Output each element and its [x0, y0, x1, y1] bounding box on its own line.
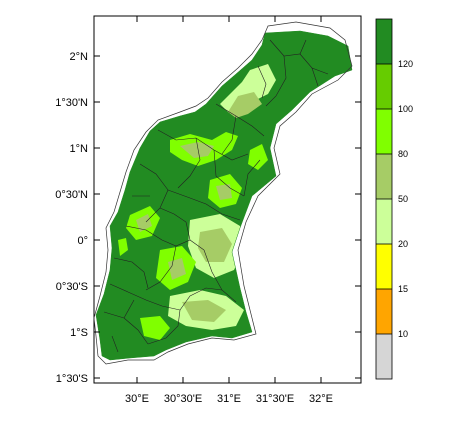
lon-tick-label: 32°E: [309, 393, 333, 405]
colorbar-label: 20: [398, 239, 408, 249]
colorbar-swatch-lt10: [376, 334, 392, 379]
lat-tick-label: 1°N: [70, 143, 89, 155]
colorbar-swatch-50-80: [376, 154, 392, 199]
colorbar-swatch-10-15: [376, 289, 392, 334]
colorbar: 120 100 80 50 20 15 10: [375, 18, 413, 380]
colorbar-swatch-20-50: [376, 199, 392, 244]
colorbar-swatch-100-120: [376, 64, 392, 109]
colorbar-label: 10: [398, 329, 408, 339]
colorbar-label: 120: [398, 59, 413, 69]
lat-labels: 2°N 1°30'N 1°N 0°30'N 0° 0°30'S 1°S 1°30…: [55, 51, 88, 385]
lon-tick-label: 30°30'E: [164, 393, 202, 405]
lat-tick-label: 0°30'N: [55, 189, 88, 201]
lon-labels: 30°E 30°30'E 31°E 31°30'E 32°E: [125, 393, 333, 405]
grid-edge: [95, 30, 353, 361]
colorbar-swatch-15-20: [376, 244, 392, 289]
lat-tick-label: 0°: [77, 235, 88, 247]
region-boundary: [93, 21, 353, 365]
colorbar-label: 100: [398, 104, 413, 114]
district-boundaries: [103, 39, 329, 353]
colorbar-label: 15: [398, 284, 408, 294]
lat-tick-label: 0°30'S: [56, 281, 88, 293]
axis-ticks: [94, 16, 361, 383]
lon-tick-label: 31°30'E: [256, 393, 294, 405]
lon-tick-label: 31°E: [217, 393, 241, 405]
colorbar-swatch-gt120: [376, 19, 392, 64]
lat-tick-label: 1°S: [70, 327, 88, 339]
colorbar-swatch-80-100: [376, 109, 392, 154]
lat-tick-label: 1°30'N: [55, 97, 88, 109]
colorbar-label: 80: [398, 149, 408, 159]
colorbar-label: 50: [398, 194, 408, 204]
lat-tick-label: 2°N: [70, 51, 89, 63]
lon-tick-label: 30°E: [125, 393, 149, 405]
lat-tick-label: 1°30'S: [56, 373, 88, 385]
